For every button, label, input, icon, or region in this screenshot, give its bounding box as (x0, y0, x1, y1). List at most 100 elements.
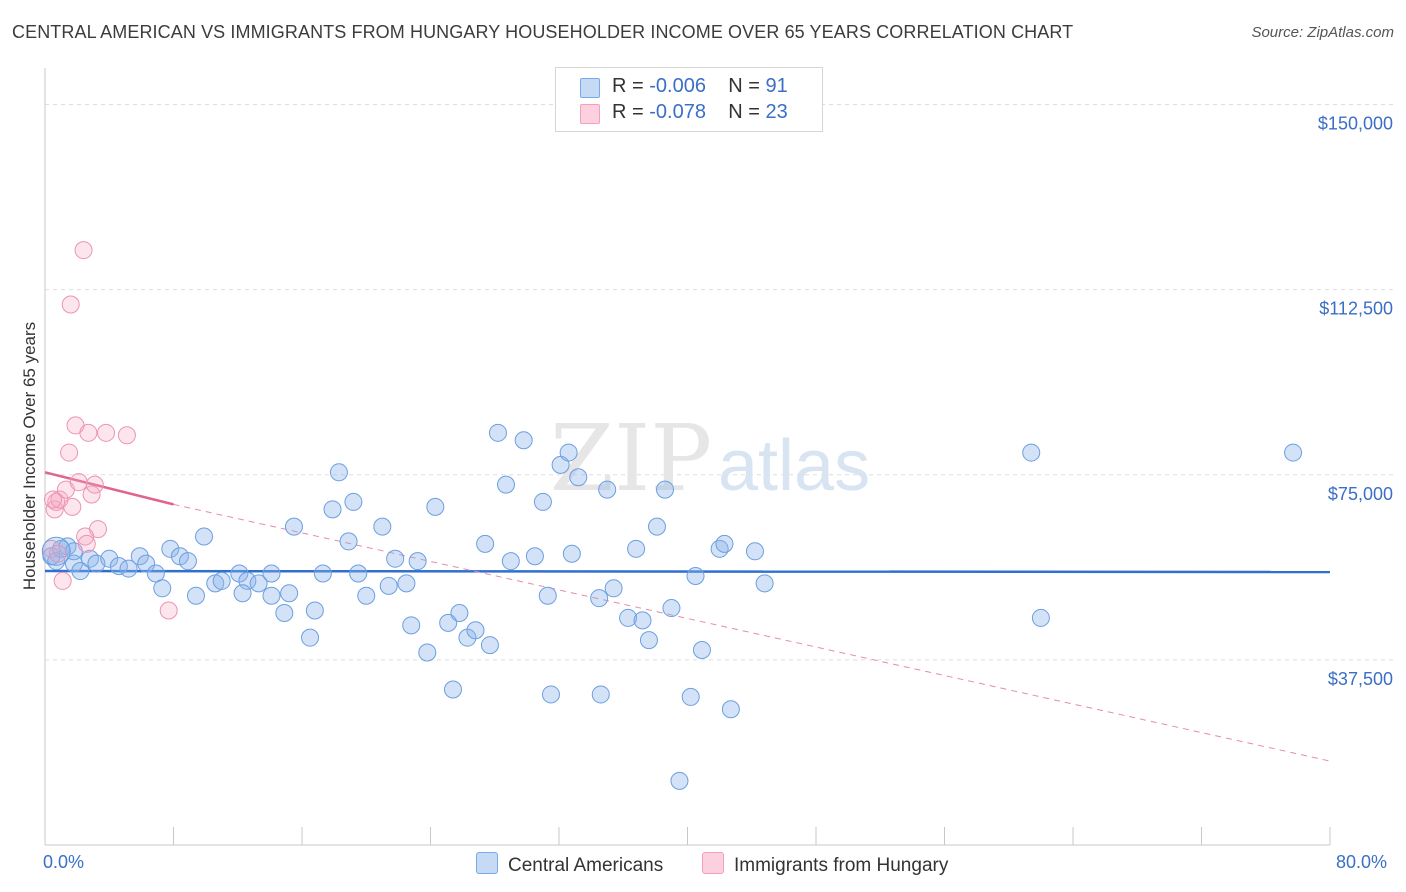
point-central-american (715, 534, 734, 553)
legend-n-label: N = (728, 101, 766, 123)
point-central-american (418, 643, 437, 662)
legend-r-value: -0.006 (649, 75, 706, 97)
point-central-american (178, 552, 197, 571)
watermark: ZIP atlas (550, 405, 870, 512)
y-axis-label: Householder Income Over 65 years (20, 321, 39, 591)
point-central-american (137, 554, 156, 573)
point-central-american (633, 611, 652, 630)
point-central-american (681, 687, 700, 706)
trend-line-central-americans (44, 569, 1331, 574)
point-central-american (402, 616, 421, 635)
point-central-american (538, 586, 557, 605)
legend-swatch-pink (580, 104, 600, 124)
point-central-american (488, 423, 507, 442)
point-central-american (627, 539, 646, 558)
point-central-american (562, 544, 581, 563)
point-central-american (533, 492, 552, 511)
point-central-american (262, 564, 281, 583)
legend-n-label: N = (728, 75, 766, 97)
point-central-american (656, 480, 675, 499)
watermark-zip: ZIP (550, 405, 712, 512)
data-points (41, 241, 1303, 790)
point-central-american (541, 685, 560, 704)
point-hungary (69, 473, 88, 492)
point-hungary (60, 443, 79, 462)
point-central-american (262, 586, 281, 605)
point-central-american (397, 574, 416, 593)
x-tick-label-max: 80.0% (1336, 852, 1388, 872)
point-central-american (686, 566, 705, 585)
point-central-american (710, 539, 729, 558)
legend-n-value: 23 (765, 101, 788, 123)
point-central-american (323, 500, 342, 519)
point-central-american (480, 636, 499, 655)
point-central-american (146, 564, 165, 583)
point-central-american (379, 576, 398, 595)
bottom-legend-hungary: Immigrants from Hungary (702, 852, 948, 877)
legend-n-value: 91 (765, 75, 788, 97)
point-hungary (85, 475, 104, 494)
point-central-american (339, 532, 358, 551)
x-tick-label-min: 0.0% (43, 852, 85, 872)
point-central-american (443, 680, 462, 699)
point-central-american (591, 685, 610, 704)
chart-title: CENTRAL AMERICAN VS IMMIGRANTS FROM HUNG… (12, 22, 1074, 42)
point-central-american (662, 599, 681, 618)
point-central-american (344, 492, 363, 511)
point-hungary (79, 423, 98, 442)
point-central-american (639, 631, 658, 650)
point-central-american (1284, 443, 1303, 462)
point-hungary (74, 241, 93, 260)
point-central-american (212, 571, 231, 590)
point-hungary (77, 534, 96, 553)
trend-lines (44, 471, 1331, 762)
point-central-american (450, 603, 469, 622)
point-central-american (619, 608, 638, 627)
point-central-american (559, 443, 578, 462)
point-central-american (119, 559, 138, 578)
point-central-american (329, 463, 348, 482)
point-central-american (514, 431, 533, 450)
point-central-american (280, 584, 299, 603)
y-tick-label: $75,000 (1328, 484, 1393, 504)
point-central-american (349, 564, 368, 583)
point-central-american (598, 480, 617, 499)
bottom-legend-central-americans: Central Americans (476, 852, 663, 877)
point-central-american (721, 700, 740, 719)
source-label: Source: ZipAtlas.com (1251, 24, 1394, 41)
point-central-american (1031, 608, 1050, 627)
legend: R = -0.006 N = 91 R = -0.078 N = 23 (555, 67, 823, 132)
point-central-american (305, 601, 324, 620)
point-central-american (590, 589, 609, 608)
point-central-american (692, 641, 711, 660)
point-central-american (476, 534, 495, 553)
bottom-legend-swatch-blue (476, 852, 498, 874)
y-tick-label: $37,500 (1328, 669, 1393, 689)
point-central-american (670, 771, 689, 790)
legend-swatch-blue (580, 78, 600, 98)
point-central-american (100, 549, 119, 568)
point-central-american (313, 564, 332, 583)
point-hungary (44, 490, 63, 509)
point-central-american (233, 584, 252, 603)
y-tick-labels: $37,500 $75,000 $112,500 $150,000 (1318, 114, 1393, 689)
point-hungary (61, 295, 80, 314)
point-central-american (426, 497, 445, 516)
point-central-american (284, 517, 303, 536)
watermark-atlas: atlas (718, 426, 870, 506)
point-central-american (647, 517, 666, 536)
bottom-legend-label: Immigrants from Hungary (734, 855, 949, 876)
axes (44, 68, 1331, 846)
point-hungary (53, 571, 72, 590)
point-central-american (525, 547, 544, 566)
point-hungary (89, 520, 108, 539)
point-central-american (71, 562, 90, 581)
point-hungary (47, 492, 66, 511)
point-central-american (501, 552, 520, 571)
point-central-american (153, 579, 172, 598)
point-central-american (373, 517, 392, 536)
legend-r-label: R = (612, 101, 650, 123)
point-central-american (755, 574, 774, 593)
point-hungary (82, 485, 101, 504)
